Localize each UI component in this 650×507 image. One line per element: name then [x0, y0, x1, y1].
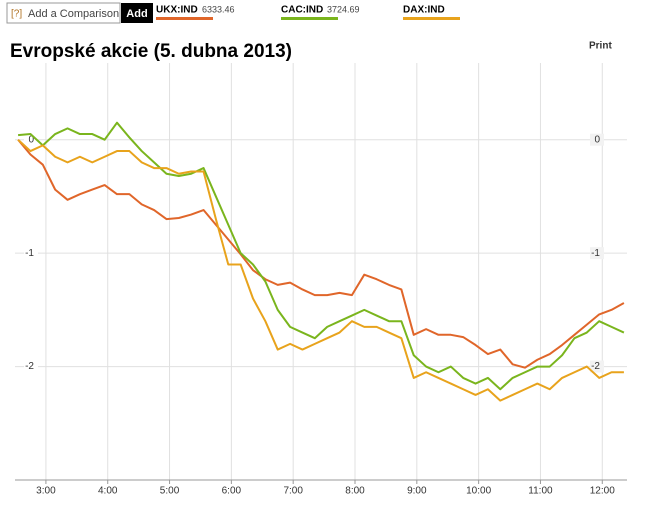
- x-tick-label: 3:00: [36, 486, 56, 497]
- y-label-bg: [24, 247, 38, 260]
- x-tick-label: 6:00: [222, 486, 242, 497]
- legend-name: CAC:IND: [281, 5, 323, 16]
- y-tick-label: -2: [25, 361, 34, 372]
- comparison-placeholder: Add a Comparison: [28, 8, 119, 20]
- x-tick-label: 4:00: [98, 486, 118, 497]
- y-tick-label: 0: [28, 134, 34, 145]
- series-line: [17, 139, 625, 369]
- add-button-label: Add: [126, 8, 147, 20]
- legend-value: 3724.69: [327, 4, 360, 14]
- legend-swatch: [156, 17, 213, 20]
- legend-name: DAX:IND: [403, 5, 445, 16]
- series-line: [17, 121, 625, 391]
- x-tick-label: 11:00: [528, 486, 553, 497]
- print-link[interactable]: Print: [589, 41, 612, 52]
- y-label-bg: [590, 360, 604, 373]
- legend-swatch: [281, 17, 338, 20]
- series-line: [17, 138, 624, 402]
- add-button[interactable]: [121, 3, 153, 23]
- x-tick-label: 10:00: [466, 486, 491, 497]
- x-tick-label: 9:00: [407, 486, 427, 497]
- legend-swatch: [403, 17, 460, 20]
- x-tick-label: 7:00: [283, 486, 303, 497]
- chart-title: Evropské akcie (5. dubna 2013): [10, 41, 292, 62]
- comparison-input[interactable]: [6, 2, 121, 24]
- y-tick-label: -1: [25, 248, 34, 259]
- y-label-bg: [590, 247, 604, 260]
- x-tick-label: 8:00: [345, 486, 365, 497]
- y-label-bg: [24, 360, 38, 373]
- legend-name: UKX:IND: [156, 5, 198, 16]
- y-tick-label: -1: [591, 248, 600, 259]
- x-tick-label: 12:00: [590, 486, 615, 497]
- help-icon[interactable]: [?]: [11, 9, 22, 20]
- legend-value: 6333.46: [202, 4, 235, 14]
- y-tick-label: 0: [594, 134, 600, 145]
- x-tick-label: 5:00: [160, 486, 180, 497]
- y-tick-label: -2: [591, 361, 600, 372]
- y-label-bg: [590, 133, 604, 146]
